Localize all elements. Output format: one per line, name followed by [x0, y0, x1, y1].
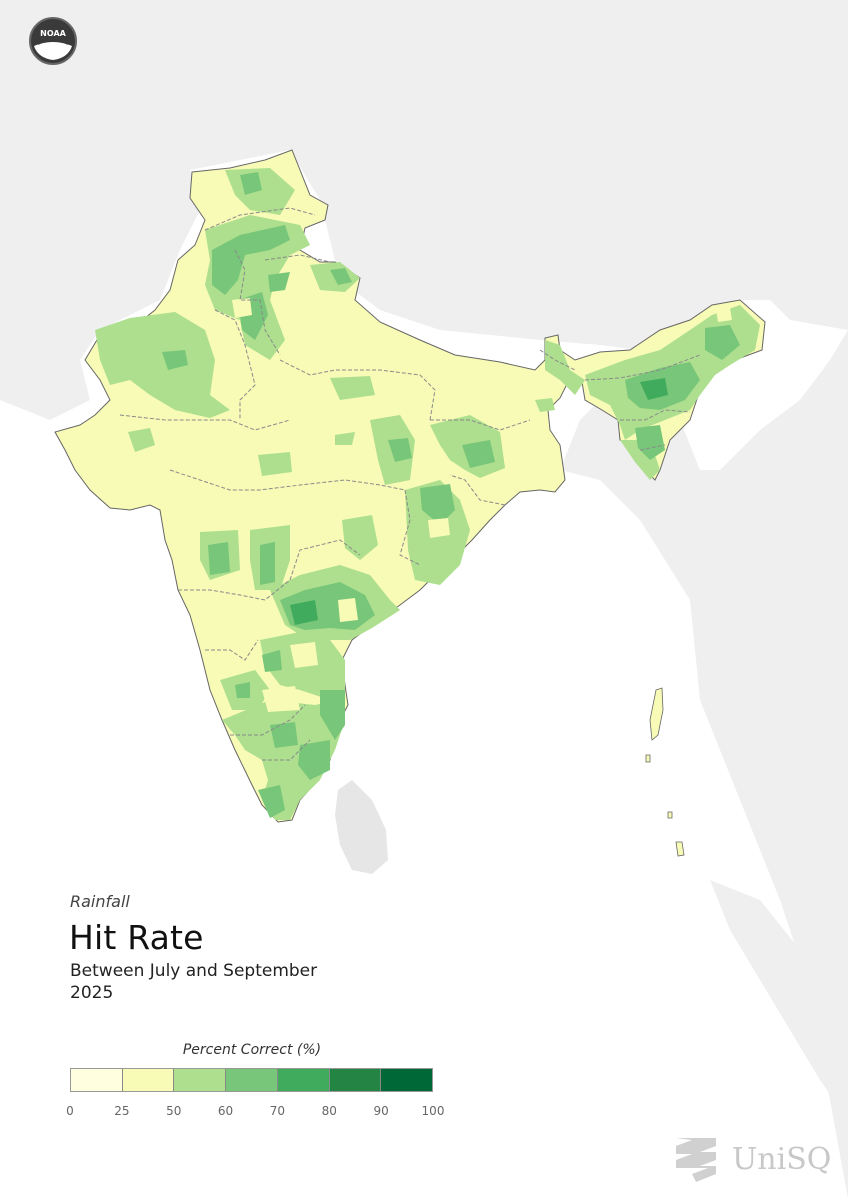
- legend-tick-label: 70: [269, 1104, 286, 1118]
- unisq-wordmark: UniSQ: [732, 1142, 832, 1177]
- neighbor-land-north: [0, 0, 848, 420]
- legend-swatch: [226, 1069, 278, 1091]
- legend-swatch: [71, 1069, 123, 1091]
- legend-tick-label: 0: [66, 1104, 74, 1118]
- legend-color-bar: [70, 1068, 433, 1092]
- legend-swatch: [122, 1069, 175, 1091]
- legend-swatch: [329, 1069, 382, 1091]
- neighbor-land-east: [560, 330, 848, 1199]
- state-borders: [119, 207, 701, 761]
- legend-swatch: [381, 1069, 433, 1091]
- legend-tick-label: 90: [373, 1104, 389, 1118]
- svg-text:NOAA: NOAA: [40, 29, 66, 38]
- rainfall-label: Rainfall: [70, 892, 130, 911]
- legend-tick-label: 50: [166, 1104, 182, 1118]
- legend-swatch: [277, 1069, 330, 1091]
- noaa-logo: NOAA: [29, 17, 77, 65]
- legend-tick-label: 100: [421, 1104, 445, 1118]
- hit-rate-70-80-regions: [290, 378, 668, 625]
- unisq-logo: [676, 1138, 716, 1182]
- legend-tick-label: 25: [114, 1104, 130, 1118]
- legend-tick-label: 80: [321, 1104, 337, 1118]
- sri-lanka: [335, 780, 388, 874]
- andaman-nicobar-islands: [645, 687, 685, 857]
- legend-tick-label: 60: [217, 1104, 234, 1118]
- period-label: Between July and September: [70, 961, 318, 981]
- hit-rate-25-50-holes: [232, 298, 732, 712]
- map-title: Hit Rate: [69, 918, 204, 957]
- legend-swatch: [174, 1069, 227, 1091]
- year-label: 2025: [70, 983, 114, 1003]
- india-mainland: [54, 149, 766, 823]
- legend-title: Percent Correct (%): [182, 1042, 322, 1058]
- neighbor-land-sumatra: [710, 880, 848, 1120]
